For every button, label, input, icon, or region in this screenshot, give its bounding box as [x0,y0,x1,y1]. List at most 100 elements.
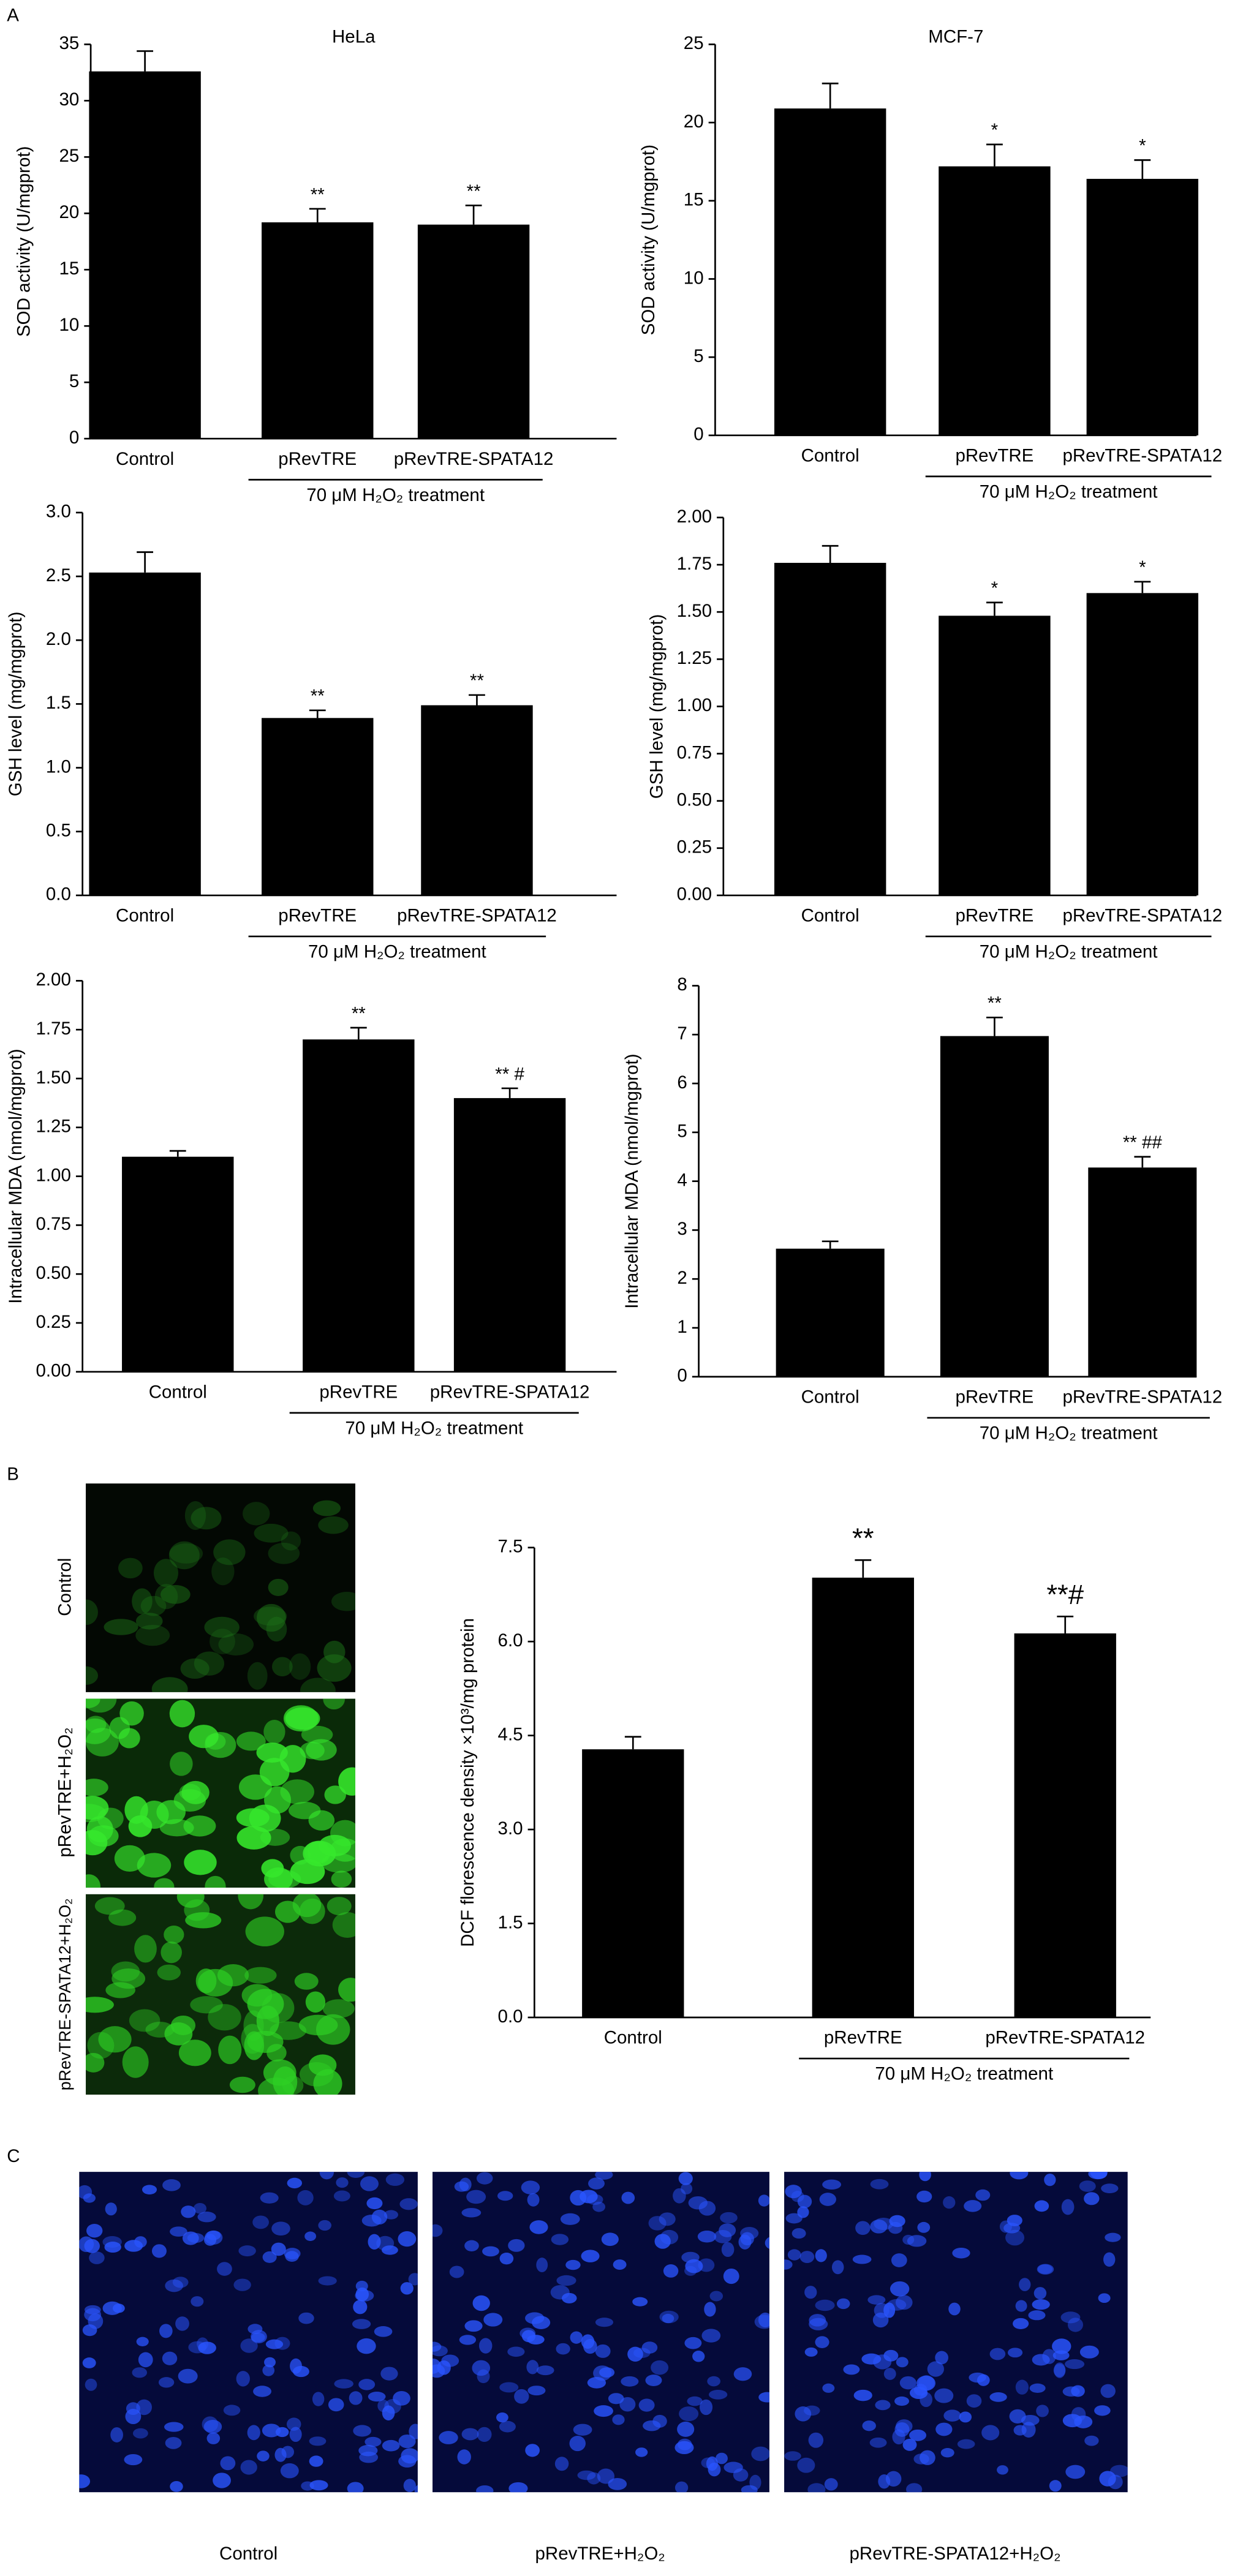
cell [353,2300,368,2314]
cell [236,1808,270,1828]
cell [595,2344,611,2358]
micrograph [784,2172,1128,2493]
y-tick-label: 0.75 [36,1214,70,1234]
cell [916,2190,932,2203]
bar [582,1749,684,2017]
bar [1086,179,1199,435]
y-tick-label: 3.0 [498,1818,523,1839]
cell [273,2066,298,2095]
cell [831,2260,844,2275]
cell [887,2299,907,2311]
cell [220,2456,236,2471]
cell [151,1677,188,1692]
cell [874,2218,893,2231]
cell [560,2213,580,2225]
cell [592,2201,606,2212]
cell [104,1619,138,1635]
cell [1101,2183,1119,2193]
cell [883,2368,896,2380]
x-tick-label: pRevTRE [955,906,1033,926]
y-tick-label: 5 [693,346,703,366]
cell [804,2286,817,2299]
cell [79,2185,93,2199]
y-tick-label: 3 [677,1219,687,1239]
cell [414,2485,418,2493]
y-tick-label: 20 [684,111,704,132]
significance-marker: ** [352,1003,366,1023]
cell [895,2295,913,2310]
cell [721,2242,735,2258]
cell [526,2360,539,2375]
y-tick-label: 0.50 [36,1263,70,1283]
cell [205,1875,226,1888]
y-axis-title: GSH level (mg/mgprot) [646,614,667,799]
cell [449,2265,464,2278]
cell [135,1624,170,1646]
cell [1090,2172,1108,2179]
cell [913,2454,929,2465]
y-tick-label: 1.50 [677,601,712,621]
cell [708,2389,728,2400]
y-tick-label: 0.00 [677,884,712,905]
cell [305,1991,326,2013]
cell [862,2420,876,2431]
cell [157,1964,181,1981]
cell [98,2026,132,2053]
cell [86,1796,109,1820]
cell [804,2405,820,2416]
cell [785,2185,802,2199]
cell [111,1968,146,1989]
cell [581,2250,600,2262]
cell [663,2264,679,2278]
cell [1044,2173,1056,2186]
y-tick-label: 3.0 [46,502,71,522]
cell [135,1613,163,1630]
cell [899,2376,916,2390]
cell [84,2305,101,2314]
cell [86,2052,105,2073]
cell [461,2208,482,2218]
cell [360,2176,379,2191]
cell [678,2172,693,2185]
image-label: Control [219,2544,278,2564]
cell [1052,2338,1071,2354]
cell [136,2337,149,2346]
cell [785,2213,803,2224]
cell [719,2223,736,2237]
cell [172,2277,189,2288]
cell [935,2351,948,2365]
cell [383,2210,398,2220]
cell [184,1850,217,1875]
cell [161,1584,191,1604]
cell [180,1658,210,1679]
cell [508,2239,525,2252]
cell [441,2354,459,2367]
group-label: 70 μM H₂O₂ treatment [875,2064,1053,2084]
cell [595,2172,613,2180]
cell [262,2251,277,2263]
cell [724,2461,743,2473]
cell [162,2179,181,2191]
cell [328,2398,344,2412]
cell [1110,2465,1128,2477]
cell [254,1606,287,1626]
y-tick-label: 4 [677,1170,687,1190]
cell [323,1640,346,1663]
x-tick-label: Control [801,1387,860,1407]
y-tick-label: 0.0 [46,884,71,905]
cell [382,2439,400,2452]
cell [613,2259,627,2270]
cell [917,2221,931,2233]
cell [331,1870,352,1888]
cell [1033,2287,1047,2300]
cell [1019,2278,1031,2291]
cell [189,1725,219,1749]
cell [551,2234,569,2245]
cell [454,2181,469,2192]
group-label: 70 μM H₂O₂ treatment [306,485,485,505]
cell [338,1978,355,2002]
x-tick-label: Control [604,2028,662,2048]
cell [198,2341,216,2354]
cell [122,2046,149,2078]
